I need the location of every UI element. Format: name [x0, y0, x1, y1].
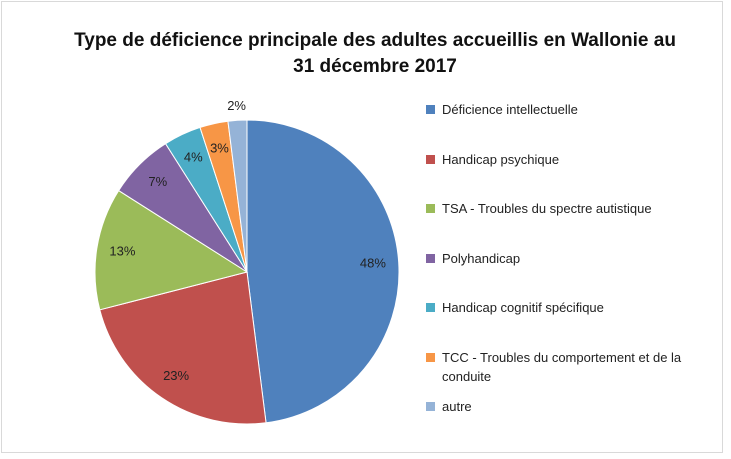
- pie-slice: [94, 189, 249, 311]
- legend-label: TCC - Troubles du comportement et de la …: [442, 349, 682, 384]
- data-label: 4%: [184, 149, 203, 164]
- legend-item: Polyhandicap: [426, 249, 716, 268]
- pie-slice: [246, 119, 400, 424]
- legend-item: Déficience intellectuelle: [426, 100, 716, 119]
- pie-slice: [227, 119, 248, 273]
- chart-title: Type de déficience principale des adulte…: [74, 30, 676, 77]
- legend-swatch: [426, 154, 435, 164]
- legend-item: TCC - Troubles du comportement et de la …: [426, 348, 716, 386]
- legend-swatch: [426, 303, 435, 312]
- legend-label: Handicap cognitif spécifique: [442, 300, 604, 315]
- legend-item: autre: [426, 397, 716, 416]
- legend-label: autre: [442, 399, 472, 414]
- legend-swatch: [426, 352, 435, 362]
- legend-label: Polyhandicap: [442, 250, 521, 266]
- data-label: 48%: [360, 256, 386, 271]
- legend-label: Handicap psychique: [442, 151, 560, 167]
- data-label: 13%: [109, 244, 135, 259]
- data-label: 2%: [227, 98, 246, 113]
- data-label: 23%: [163, 368, 189, 383]
- legend-swatch: [426, 204, 435, 213]
- legend-item: Handicap cognitif spécifique: [426, 298, 716, 317]
- legend-swatch: [426, 105, 435, 114]
- legend-label: TSA - Troubles du spectre autistique: [442, 201, 652, 216]
- legend-item: Handicap psychique: [426, 150, 716, 169]
- legend-label: Déficience intellectuelle: [442, 102, 578, 117]
- legend-swatch: [426, 253, 435, 263]
- data-label: 7%: [148, 174, 167, 189]
- legend-swatch: [426, 402, 435, 411]
- data-label: 3%: [210, 140, 229, 155]
- legend-item: TSA - Troubles du spectre autistique: [426, 199, 716, 218]
- pie-slice: [99, 271, 267, 425]
